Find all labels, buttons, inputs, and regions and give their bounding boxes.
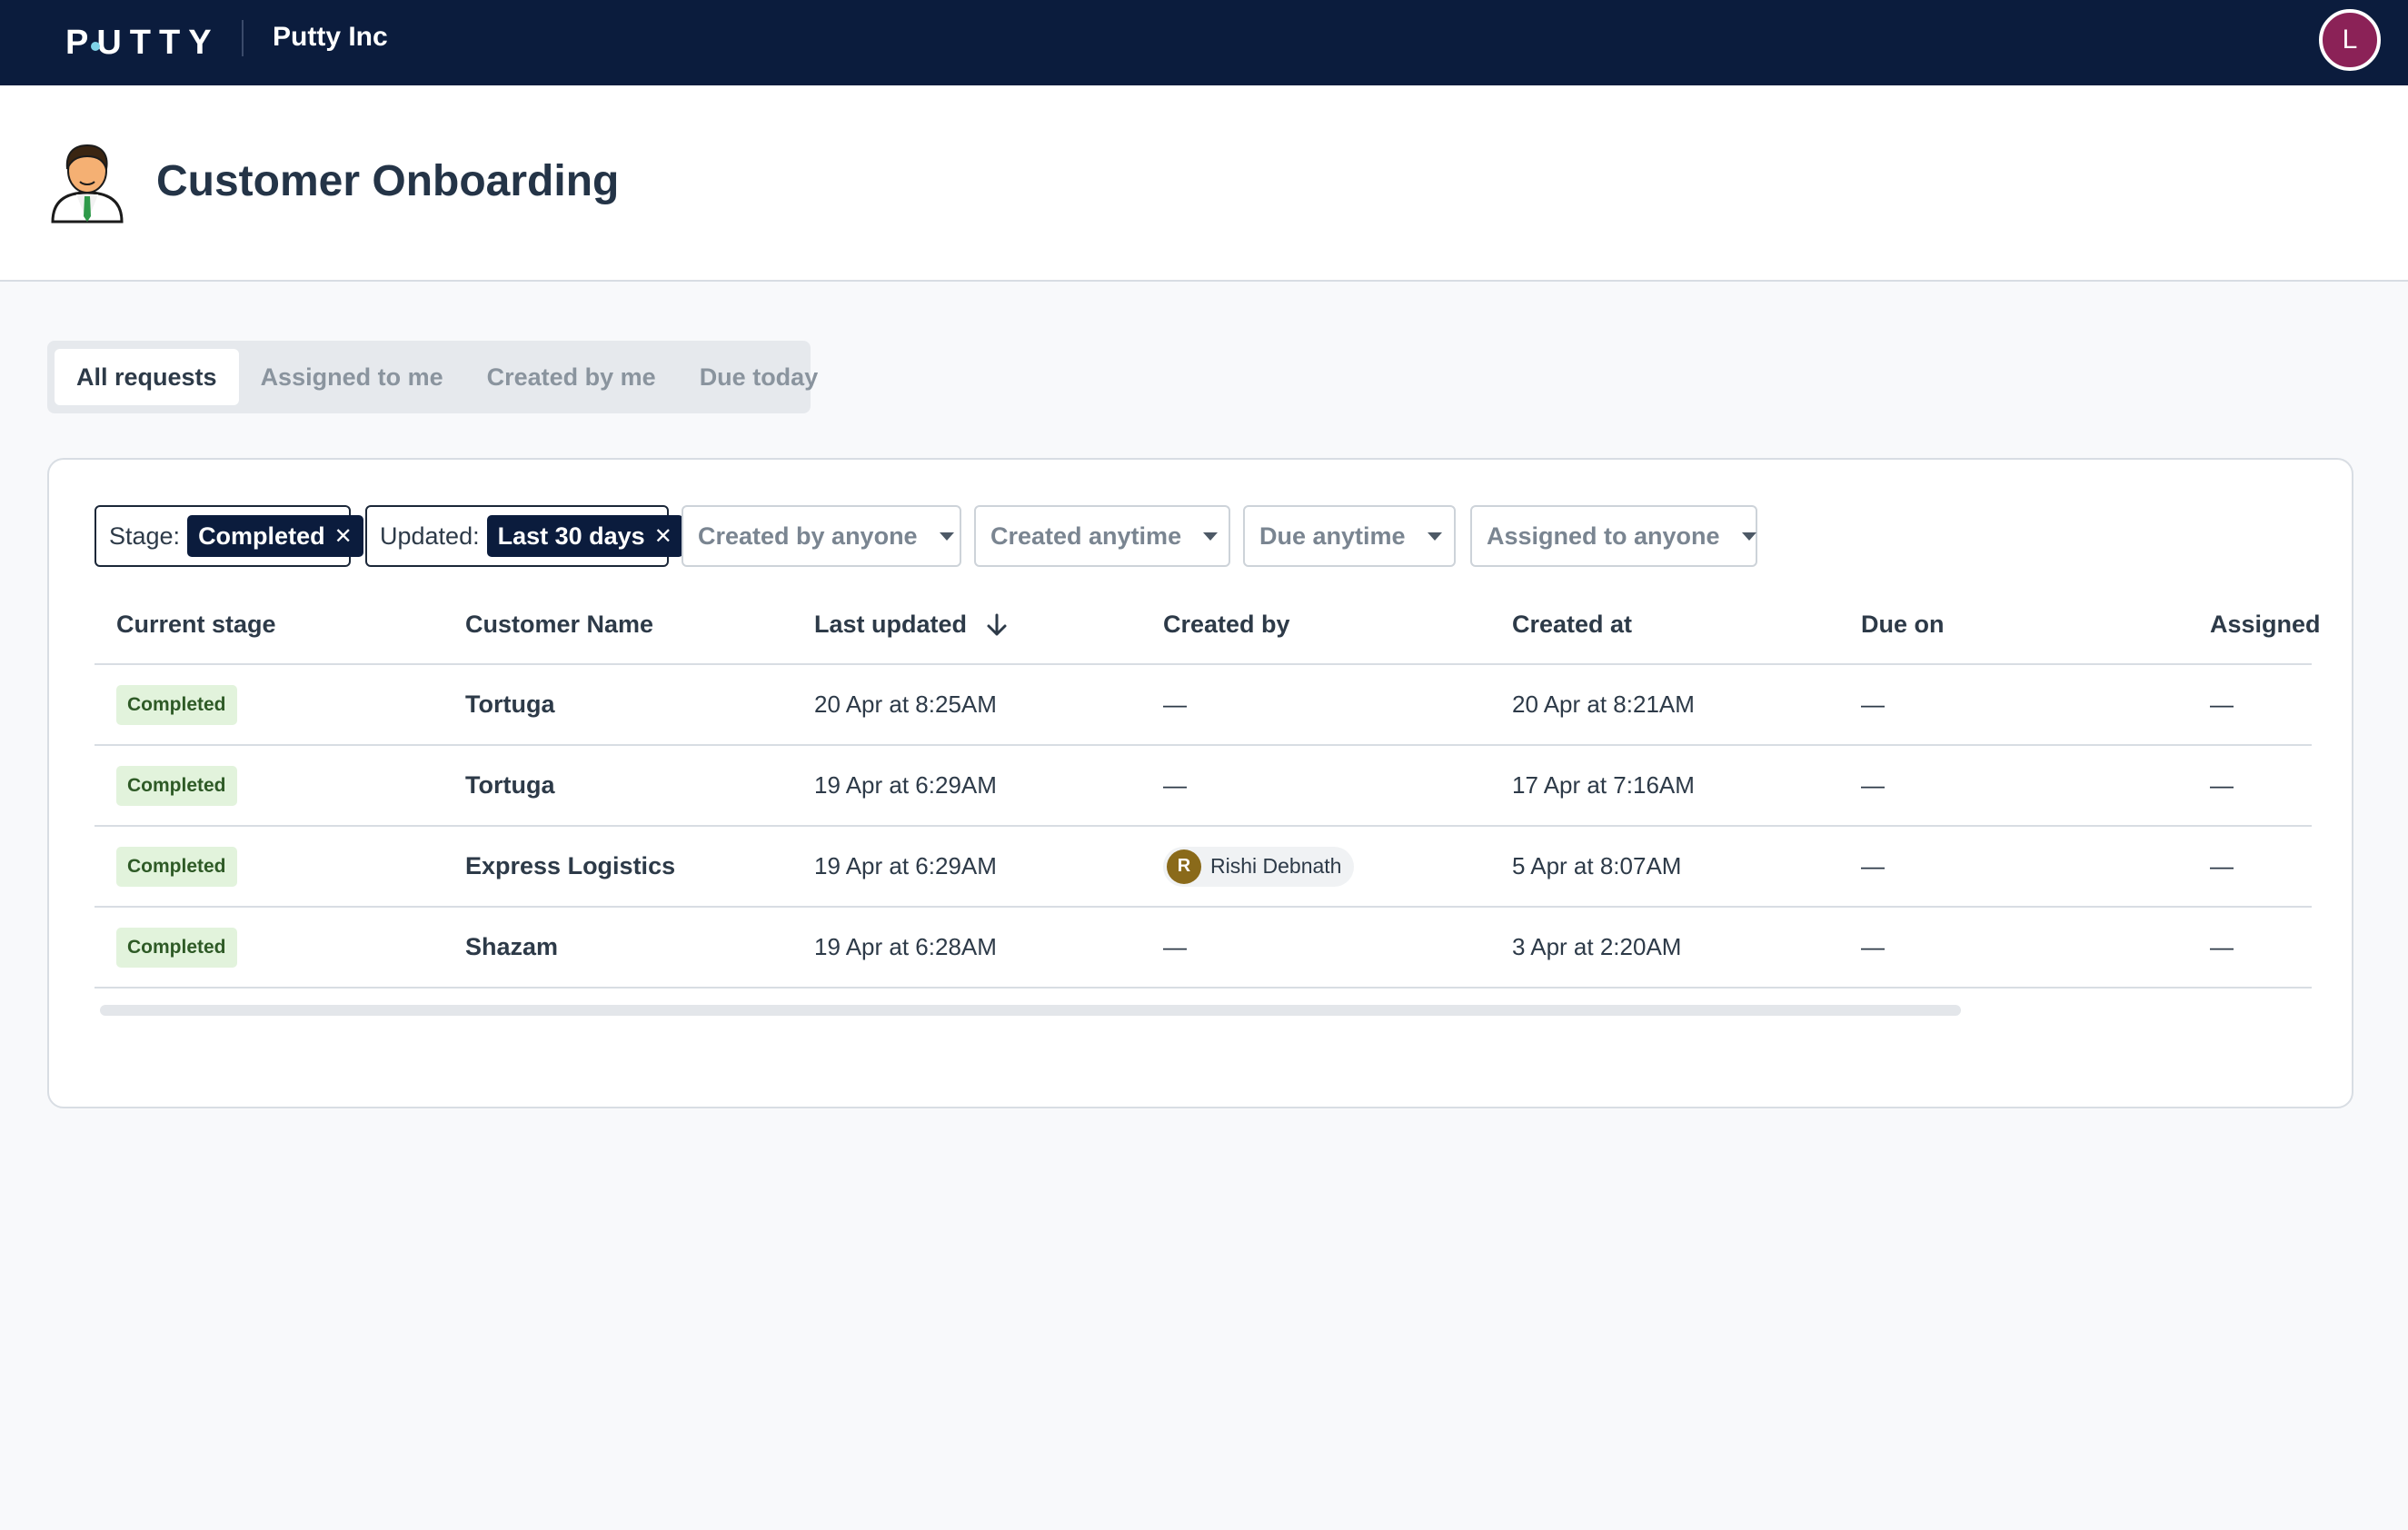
customer-name-cell[interactable]: Shazam — [465, 933, 559, 960]
user-name: Rishi Debnath — [1210, 854, 1342, 878]
customer-name-cell[interactable]: Tortuga — [465, 690, 555, 718]
due-on-cell: — — [1861, 852, 1885, 879]
stage-cell: Completed — [116, 827, 237, 906]
request-tabs: All requests Assigned to me Created by m… — [47, 341, 818, 413]
created-by-cell: R Rishi Debnath — [1163, 827, 1355, 906]
created-by-dropdown[interactable]: Created by anyone — [682, 505, 961, 567]
created-by-cell: — — [1163, 771, 1187, 799]
column-header-assigned[interactable]: Assigned — [2210, 611, 2321, 638]
column-header-current-stage[interactable]: Current stage — [116, 611, 276, 638]
column-header-last-updated[interactable]: Last updated — [814, 611, 1009, 639]
tab-all-requests[interactable]: All requests — [55, 349, 239, 405]
stage-filter-value: Completed ✕ — [187, 515, 363, 557]
businessman-icon — [51, 144, 124, 224]
tab-assigned-to-me[interactable]: Assigned to me — [260, 363, 443, 391]
user-pill[interactable]: R Rishi Debnath — [1163, 846, 1355, 887]
created-by-cell: — — [1163, 690, 1187, 718]
due-on-cell: — — [1861, 933, 1885, 960]
requests-card: Stage: Completed ✕ Updated: Last 30 days… — [47, 458, 2353, 1108]
due-on-cell: — — [1861, 771, 1885, 799]
top-navigation-bar: PUTTY Putty Inc L — [0, 0, 2408, 85]
last-updated-cell: 19 Apr at 6:28AM — [814, 933, 997, 960]
caret-down-icon — [1427, 532, 1442, 541]
created-at-cell: 17 Apr at 7:16AM — [1512, 771, 1695, 799]
close-icon[interactable]: ✕ — [333, 523, 353, 549]
logo-accent-dot — [91, 42, 100, 51]
page-header: Customer Onboarding — [0, 85, 2408, 282]
arrow-down-icon[interactable] — [985, 612, 1009, 638]
stage-cell: Completed — [116, 746, 237, 825]
updated-filter-value-text: Last 30 days — [497, 522, 645, 550]
putty-logo[interactable]: PUTTY — [65, 23, 220, 62]
table-header: Current stage Customer Name Last updated… — [95, 587, 2321, 665]
status-badge: Completed — [116, 765, 237, 806]
created-at-dropdown-label: Created anytime — [990, 522, 1182, 550]
last-updated-cell: 19 Apr at 6:29AM — [814, 771, 997, 799]
status-badge: Completed — [116, 684, 237, 725]
status-badge: Completed — [116, 927, 237, 968]
created-at-cell: 5 Apr at 8:07AM — [1512, 852, 1682, 879]
assigned-cell: — — [2210, 771, 2234, 799]
close-icon[interactable]: ✕ — [653, 523, 672, 549]
column-header-customer-name[interactable]: Customer Name — [465, 611, 654, 638]
requests-table: Current stage Customer Name Last updated… — [95, 587, 2321, 989]
due-on-cell: — — [1861, 690, 1885, 718]
customer-name-cell[interactable]: Tortuga — [465, 771, 555, 799]
caret-down-icon — [939, 532, 954, 541]
stage-filter-label: Stage: — [109, 522, 181, 550]
customer-name-cell[interactable]: Express Logistics — [465, 852, 676, 879]
caret-down-icon — [1741, 532, 1756, 541]
assigned-cell: — — [2210, 933, 2234, 960]
table-row[interactable]: Completed Shazam 19 Apr at 6:28AM — 3 Ap… — [95, 908, 2312, 989]
column-header-created-at[interactable]: Created at — [1512, 611, 1633, 638]
stage-filter-value-text: Completed — [198, 522, 325, 550]
organization-name: Putty Inc — [273, 22, 388, 52]
stage-cell: Completed — [116, 908, 237, 987]
created-by-cell: — — [1163, 933, 1187, 960]
user-avatar[interactable]: L — [2319, 9, 2381, 71]
caret-down-icon — [1203, 532, 1219, 541]
status-badge: Completed — [116, 846, 237, 887]
avatar: R — [1167, 849, 1201, 884]
updated-filter-value: Last 30 days ✕ — [486, 515, 683, 557]
assigned-cell: — — [2210, 690, 2234, 718]
stage-filter-chip[interactable]: Stage: Completed ✕ — [95, 505, 363, 567]
assigned-dropdown-label: Assigned to anyone — [1487, 522, 1720, 550]
column-header-created-by[interactable]: Created by — [1163, 611, 1290, 638]
created-at-cell: 20 Apr at 8:21AM — [1512, 690, 1695, 718]
filter-bar: Stage: Completed ✕ Updated: Last 30 days… — [95, 505, 2312, 569]
table-row[interactable]: Completed Tortuga 20 Apr at 8:25AM — 20 … — [95, 665, 2312, 746]
created-at-cell: 3 Apr at 2:20AM — [1512, 933, 1682, 960]
assigned-dropdown[interactable]: Assigned to anyone — [1470, 505, 1757, 567]
tab-created-by-me[interactable]: Created by me — [486, 363, 656, 391]
tab-due-today[interactable]: Due today — [699, 363, 819, 391]
column-header-last-updated-label: Last updated — [814, 611, 968, 638]
assigned-cell: — — [2210, 852, 2234, 879]
table-row[interactable]: Completed Express Logistics 19 Apr at 6:… — [95, 827, 2312, 908]
last-updated-cell: 19 Apr at 6:29AM — [814, 852, 997, 879]
last-updated-cell: 20 Apr at 8:25AM — [814, 690, 997, 718]
topbar-divider — [242, 20, 244, 56]
horizontal-scrollbar[interactable] — [100, 1005, 1961, 1016]
created-by-dropdown-label: Created by anyone — [698, 522, 918, 550]
due-dropdown[interactable]: Due anytime — [1243, 505, 1456, 567]
updated-filter-label: Updated: — [380, 522, 480, 550]
due-dropdown-label: Due anytime — [1259, 522, 1406, 550]
stage-cell: Completed — [116, 665, 237, 744]
table-row[interactable]: Completed Tortuga 19 Apr at 6:29AM — 17 … — [95, 746, 2312, 827]
updated-filter-chip[interactable]: Updated: Last 30 days ✕ — [365, 505, 683, 567]
created-at-dropdown[interactable]: Created anytime — [974, 505, 1230, 567]
page-title: Customer Onboarding — [156, 157, 620, 205]
column-header-due-on[interactable]: Due on — [1861, 611, 1945, 638]
